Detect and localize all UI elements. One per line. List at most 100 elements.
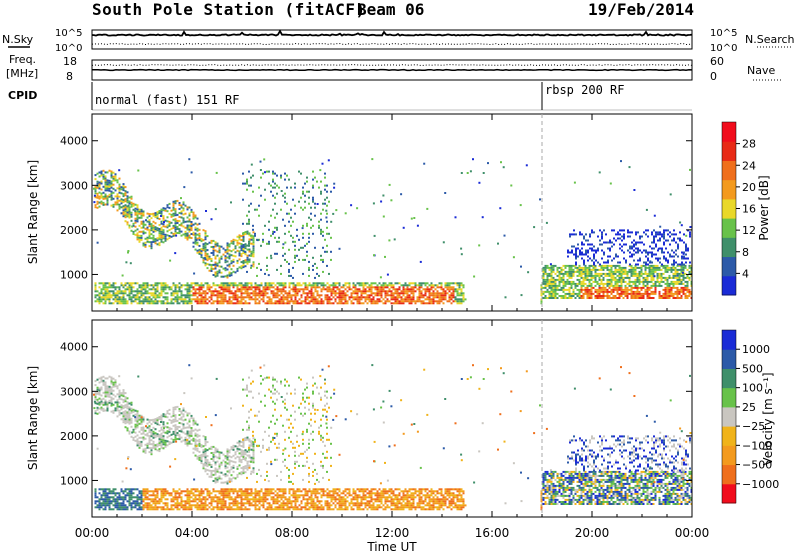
- power-cell: [564, 280, 567, 283]
- power-cell: [276, 296, 279, 299]
- power-cell: [588, 266, 591, 269]
- power-cell: [332, 296, 335, 299]
- power-cell: [680, 288, 683, 291]
- power-cell: [634, 292, 637, 295]
- power-cell: [342, 292, 345, 295]
- power-cell: [560, 288, 563, 291]
- power-cell: [248, 258, 251, 261]
- velocity-cell: [152, 498, 155, 501]
- power-cell: [676, 268, 679, 271]
- power-cell: [308, 302, 311, 305]
- power-cell: [545, 221, 548, 224]
- power-cell: [294, 260, 296, 263]
- power-cell: [250, 288, 253, 291]
- power-cell: [320, 192, 322, 195]
- power-cell: [320, 298, 323, 301]
- power-cell: [682, 266, 685, 269]
- power-cell: [582, 272, 585, 275]
- power-cell: [110, 176, 113, 179]
- power-cell: [110, 196, 113, 199]
- power-cell: [558, 278, 561, 281]
- power-cell: [244, 231, 247, 234]
- power-cell: [186, 238, 189, 241]
- power-cell: [374, 288, 377, 291]
- power-cell: [214, 271, 217, 274]
- power-cell: [280, 300, 283, 303]
- power-cell: [658, 280, 661, 283]
- power-cell: [180, 224, 183, 227]
- velocity-cell: [262, 504, 265, 507]
- power-cell: [688, 288, 691, 291]
- power-cell: [260, 292, 263, 295]
- power-cell: [148, 302, 151, 305]
- power-cell: [442, 292, 445, 295]
- power-cell: [278, 186, 280, 189]
- power-cell: [294, 292, 297, 295]
- velocity-cell: [210, 508, 213, 511]
- velocity-cell: [250, 502, 253, 505]
- power-cell: [302, 246, 304, 249]
- power-cell: [96, 196, 99, 199]
- power-cell: [440, 292, 443, 295]
- power-cell: [527, 271, 530, 274]
- velocity-cell: [200, 502, 203, 505]
- power-cell: [628, 292, 631, 295]
- velocity-cell: [310, 494, 313, 497]
- power-cell: [300, 302, 303, 305]
- power-cell: [402, 298, 405, 301]
- power-cell: [186, 282, 189, 285]
- velocity-cell: [270, 508, 273, 511]
- power-cell: [226, 268, 229, 271]
- velocity-cell: [154, 494, 157, 497]
- power-cell: [314, 290, 317, 293]
- velocity-cell: [162, 490, 165, 493]
- power-cell: [550, 274, 553, 277]
- power-cell: [182, 201, 185, 204]
- power-cell: [661, 251, 663, 254]
- power-cell: [272, 296, 275, 299]
- power-cell: [240, 292, 243, 295]
- velocity-cell: [106, 502, 109, 505]
- power-cell: [456, 298, 459, 301]
- power-cell: [258, 214, 260, 217]
- power-cell: [610, 274, 613, 277]
- power-cell: [678, 268, 681, 271]
- power-cell: [302, 208, 304, 211]
- velocity-cell: [244, 496, 247, 499]
- power-cell: [278, 282, 281, 285]
- power-cell: [673, 255, 675, 258]
- power-cell: [192, 292, 195, 295]
- power-cell: [406, 286, 409, 289]
- power-cell: [146, 300, 149, 303]
- power-cell: [152, 292, 155, 295]
- power-cell: [130, 286, 133, 289]
- power-cell: [252, 261, 255, 264]
- power-cell: [116, 300, 119, 303]
- power-cell: [632, 268, 635, 271]
- power-cell: [122, 199, 125, 202]
- power-cell: [556, 268, 559, 271]
- power-cell: [312, 286, 315, 289]
- power-cell: [410, 288, 413, 291]
- power-cell: [436, 300, 439, 303]
- power-cell: [586, 292, 589, 295]
- velocity-cell: [294, 494, 297, 497]
- power-cell: [648, 295, 651, 297]
- velocity-cell: [326, 502, 329, 505]
- power-cell: [288, 290, 291, 293]
- power-cell: [296, 234, 298, 237]
- power-cell: [685, 245, 687, 248]
- power-cell: [140, 236, 143, 239]
- power-cell: [184, 220, 187, 223]
- power-cell: [218, 300, 221, 303]
- velocity-cell: [248, 508, 251, 511]
- power-cell: [106, 294, 109, 297]
- power-cell: [442, 288, 445, 291]
- power-cell: [434, 296, 437, 299]
- power-cell: [188, 296, 191, 299]
- power-cell: [546, 290, 549, 293]
- velocity-cell: [248, 500, 251, 503]
- velocity-cell: [188, 496, 191, 499]
- power-cell: [624, 266, 627, 269]
- power-cell: [232, 284, 235, 287]
